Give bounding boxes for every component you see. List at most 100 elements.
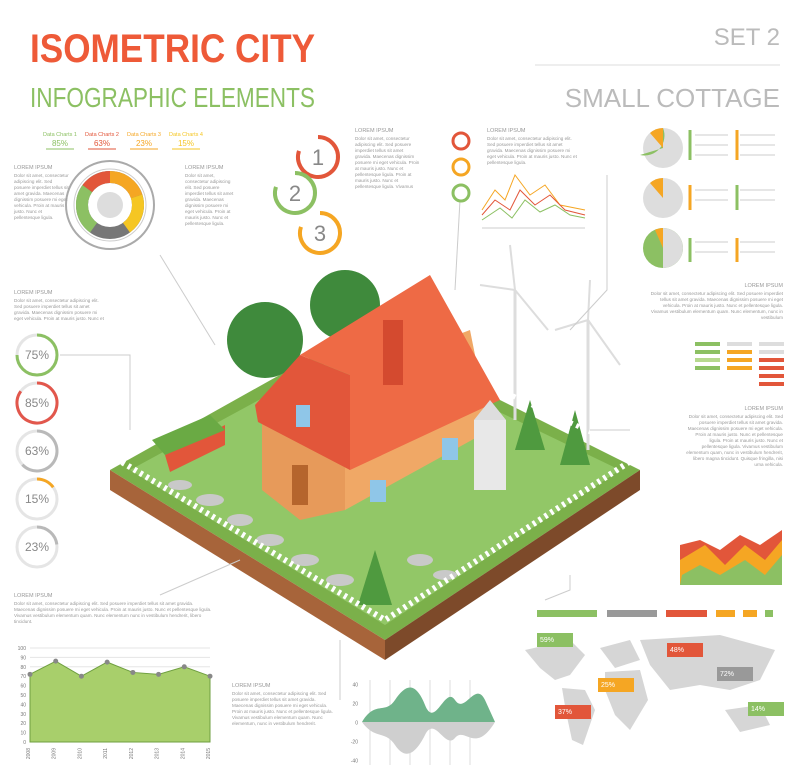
block-heading: LOREM IPSUM xyxy=(487,128,526,134)
donut-hole xyxy=(97,192,123,218)
y-tick-label: 100 xyxy=(18,646,27,652)
text-block: LOREM IPSUM Dolor sit amet, consectetur a… xyxy=(14,165,69,221)
map-label-box xyxy=(598,678,634,692)
area-point xyxy=(27,671,33,677)
y-tick-label: 90 xyxy=(20,655,26,661)
map-label-box xyxy=(748,702,784,716)
connector-lines xyxy=(60,175,630,700)
map-label-box xyxy=(717,667,753,681)
map-label-box xyxy=(537,633,573,647)
donut-segment xyxy=(122,194,144,233)
map-label: 25% xyxy=(601,682,615,689)
title: ISOMETRIC CITY xyxy=(30,27,315,71)
text-block: LOREM IPSUM Dolor sit amet, consectetur a… xyxy=(14,290,104,322)
wave-chart xyxy=(362,680,495,765)
y-tick-label: 0 xyxy=(23,740,26,746)
block-heading: LOREM IPSUM xyxy=(185,165,224,171)
map-legend xyxy=(537,610,773,617)
percent-label: 63% xyxy=(25,444,49,458)
y-tick-label: 10 xyxy=(20,731,26,737)
donut-segment xyxy=(109,171,143,199)
arc xyxy=(15,381,59,425)
donut-value: 85% xyxy=(52,139,68,148)
area-point xyxy=(207,673,213,679)
arc xyxy=(273,171,317,215)
block-heading: LOREM IPSUM xyxy=(744,406,783,412)
text-block: LOREM IPSUM Dolor sit amet, consectetur a… xyxy=(648,283,783,321)
map-label: 37% xyxy=(558,709,572,716)
percent-label: 23% xyxy=(25,540,49,554)
arc xyxy=(296,135,340,179)
y-tick-label: -40 xyxy=(351,758,358,764)
donut-value: 63% xyxy=(94,139,110,148)
right-pies xyxy=(640,128,775,268)
y-tick-label: 40 xyxy=(20,702,26,708)
block-body: Dolor sit amet, consectetur adipiscing e… xyxy=(355,136,420,189)
block-body: Dolor sit amet, consectetur adipiscing e… xyxy=(650,291,783,320)
arc xyxy=(15,333,59,377)
map-label: 14% xyxy=(751,706,765,713)
map-label-box xyxy=(555,705,591,719)
block-body: Dolor sit amet, consectetur adipiscing e… xyxy=(487,136,577,165)
block-heading: LOREM IPSUM xyxy=(232,683,271,689)
arc xyxy=(36,525,59,545)
x-tick-label: 2013 xyxy=(155,748,161,759)
area-point xyxy=(156,671,162,677)
ring xyxy=(73,168,147,242)
arc xyxy=(21,429,59,473)
area-point xyxy=(130,669,136,675)
donut-name: Data Charts 1 xyxy=(43,132,77,138)
donut-segment xyxy=(76,185,98,233)
right-area-chart xyxy=(680,530,782,585)
map-label: 48% xyxy=(670,647,684,654)
text-block: LOREM IPSUM Dolor sit amet, consectetur a… xyxy=(487,128,579,166)
subtitle: INFOGRAPHIC ELEMENTS xyxy=(30,82,315,113)
percent-label: 75% xyxy=(25,348,49,362)
caption: SMALL COTTAGE xyxy=(565,83,780,113)
block-heading: LOREM IPSUM xyxy=(14,290,53,296)
percent-label: 85% xyxy=(25,396,49,410)
world-map xyxy=(525,635,775,745)
area-point xyxy=(53,658,59,664)
block-body: Dolor sit amet, consectetur adipiscing e… xyxy=(14,298,104,321)
block-body: Dolor sit amet, consectetur adipiscing e… xyxy=(232,691,333,726)
y-tick-label: 0 xyxy=(355,721,358,727)
bar-rows xyxy=(695,342,784,386)
area xyxy=(29,660,211,743)
donut-name: Data Charts 4 xyxy=(169,132,203,138)
x-tick-label: 2014 xyxy=(180,748,186,759)
donut-name: Data Charts 2 xyxy=(85,132,119,138)
map-label-box xyxy=(667,643,703,657)
block-heading: LOREM IPSUM xyxy=(14,165,53,171)
x-tick-label: 2011 xyxy=(103,748,109,759)
block-body: Dolor sit amet, consectetur adipiscing e… xyxy=(14,173,69,220)
text-block: LOREM IPSUM Dolor sit amet, consectetur a… xyxy=(232,683,337,727)
area-point xyxy=(181,664,187,670)
y-tick-label: -20 xyxy=(351,739,358,745)
area-point xyxy=(104,659,110,665)
x-tick-label: 2008 xyxy=(26,748,32,759)
y-tick-label: 70 xyxy=(20,674,26,680)
donut-name: Data Charts 3 xyxy=(127,132,161,138)
block-heading: LOREM IPSUM xyxy=(14,593,53,599)
set-label: SET 2 xyxy=(714,24,780,51)
block-body: Dolor sit amet, consectetur adipiscing e… xyxy=(185,173,234,226)
arc xyxy=(36,477,55,489)
y-tick-label: 30 xyxy=(20,712,26,718)
donut-segment xyxy=(82,171,111,193)
y-tick-label: 20 xyxy=(352,702,358,708)
x-tick-label: 2012 xyxy=(129,748,135,759)
text-block: LOREM IPSUM Dolor sit amet, consectetur a… xyxy=(14,593,214,625)
x-tick-label: 2015 xyxy=(206,748,212,759)
y-tick-label: 60 xyxy=(20,684,26,690)
y-tick-label: 80 xyxy=(20,665,26,671)
step-number: 2 xyxy=(289,181,301,206)
ring xyxy=(65,160,155,250)
small-line-chart xyxy=(451,131,586,229)
donut-value: 15% xyxy=(178,139,194,148)
text-block: LOREM IPSUM Dolor sit amet, consectetur a… xyxy=(185,165,237,227)
house-illustration xyxy=(108,244,642,660)
text-block: LOREM IPSUM Dolor sit amet, consectetur a… xyxy=(683,406,783,468)
